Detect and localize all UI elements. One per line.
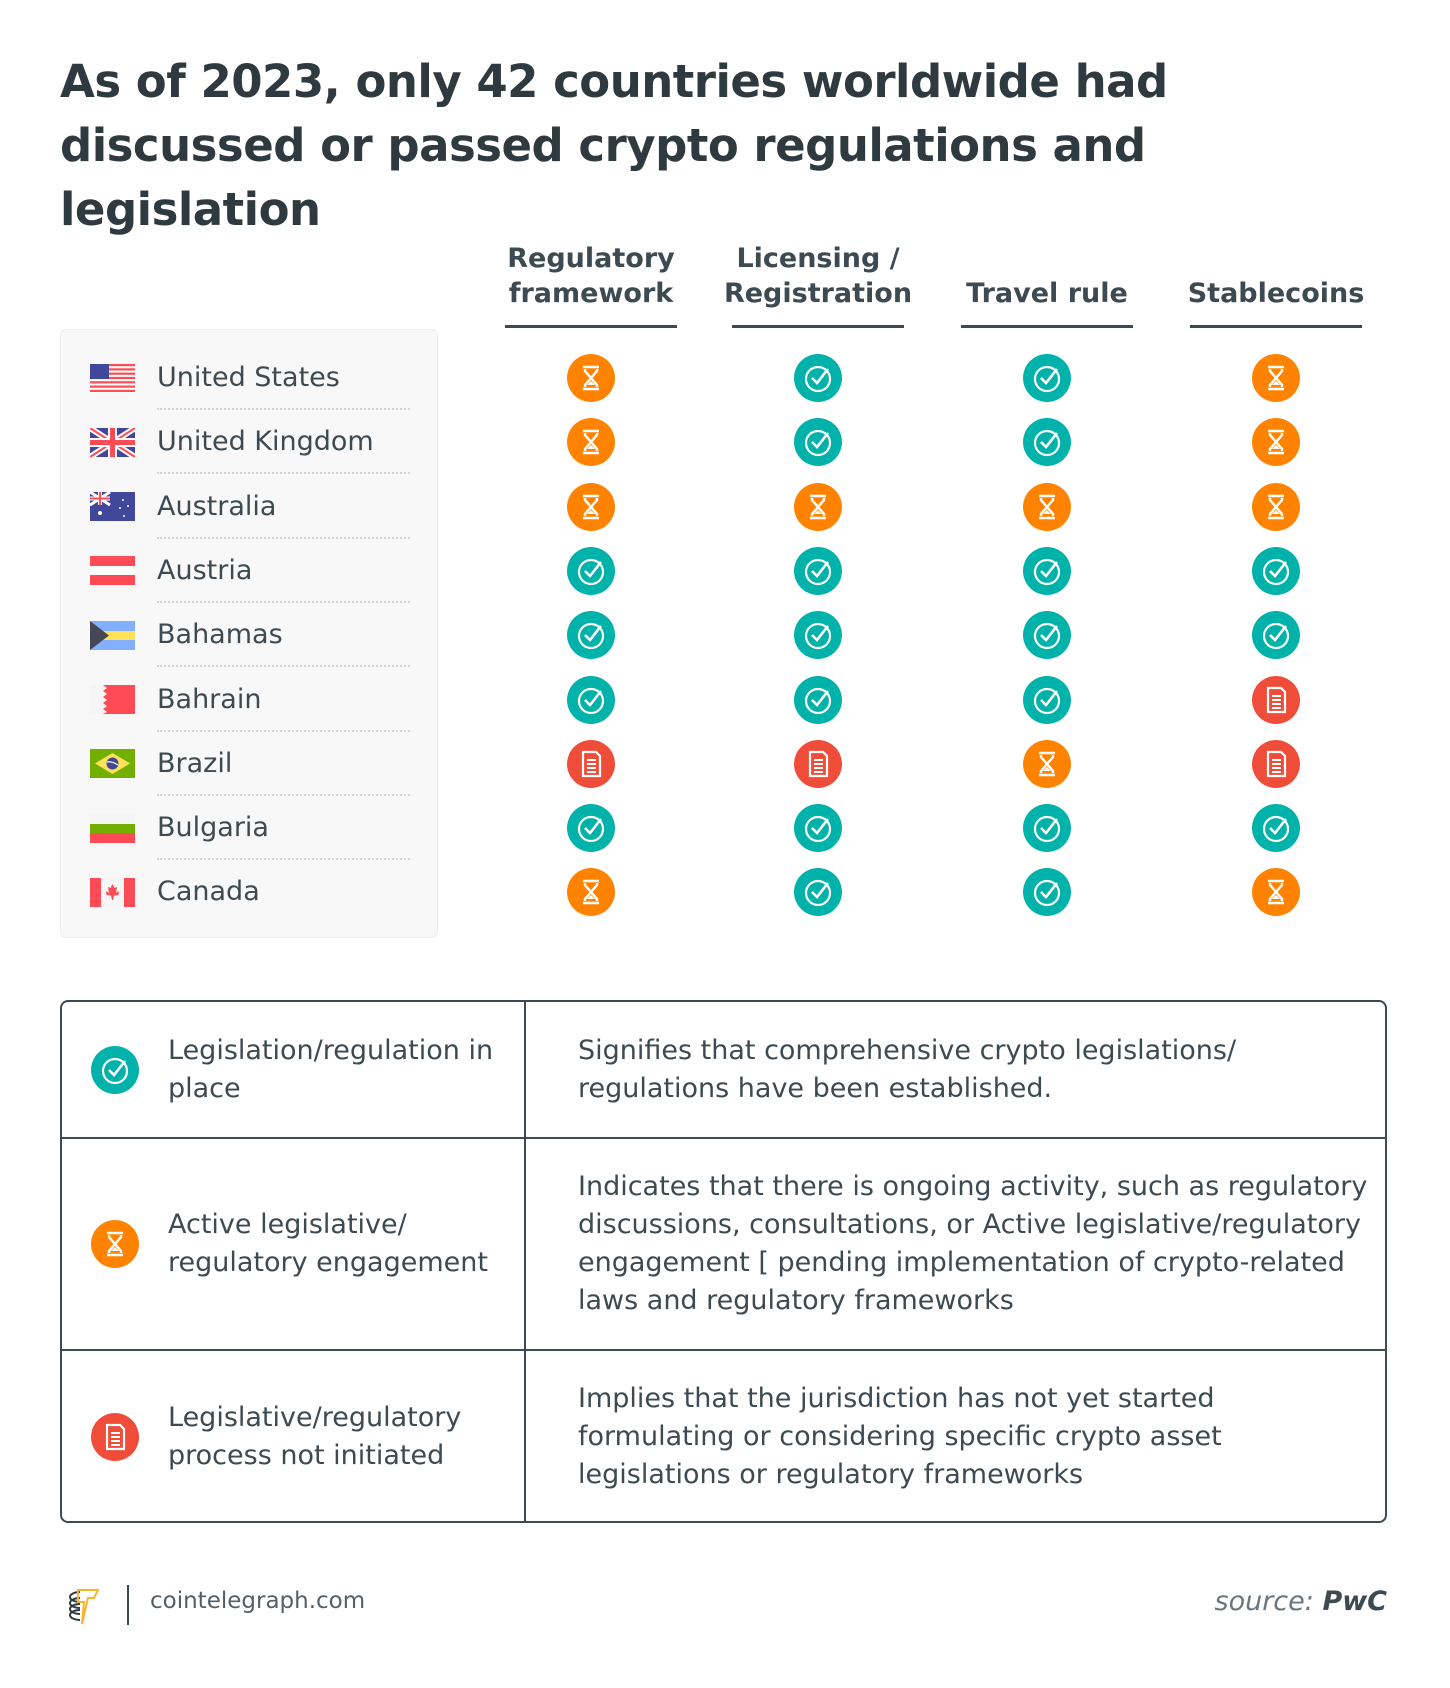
document-icon (1252, 739, 1300, 788)
column-header: Stablecoins (1188, 236, 1364, 328)
hourglass-icon (91, 1220, 139, 1268)
hourglass-icon (567, 418, 615, 467)
check-icon (91, 1045, 139, 1094)
check-icon (1252, 546, 1300, 595)
austria-flag-icon (90, 556, 135, 586)
bahrain-flag-icon (90, 685, 135, 714)
check-icon (794, 418, 842, 467)
hourglass-icon (1252, 482, 1300, 531)
country-name: Bahrain (157, 668, 410, 732)
country-row: Australia (90, 475, 410, 539)
document-icon (567, 739, 615, 788)
check-icon (794, 611, 842, 660)
check-icon (1023, 804, 1071, 853)
check-icon (1023, 611, 1071, 660)
country-name: Brazil (157, 732, 410, 796)
hourglass-icon (1252, 418, 1300, 467)
check-icon (794, 354, 842, 402)
check-icon (794, 675, 842, 724)
hourglass-icon (1023, 482, 1071, 531)
country-row: Canada (90, 860, 410, 924)
canada-flag-icon (90, 877, 135, 907)
source-prefix: source: (1214, 1586, 1314, 1617)
legend-description: Implies that the jurisdiction has not ye… (578, 1383, 1222, 1490)
hourglass-icon (1252, 354, 1300, 402)
source-name: PwC (1322, 1586, 1387, 1617)
country-name: Bahamas (157, 603, 410, 668)
bahamas-flag-icon (90, 620, 135, 650)
document-icon (794, 739, 842, 788)
hourglass-icon (1023, 739, 1071, 788)
australia-flag-icon (90, 492, 135, 522)
check-icon (1023, 675, 1071, 724)
country-row: Bahrain (90, 668, 410, 732)
site-link[interactable]: cointelegraph.com (150, 1588, 366, 1614)
legend-description: Indicates that there is ongoing activity… (578, 1171, 1368, 1316)
country-name: United Kingdom (157, 410, 410, 475)
check-icon (794, 804, 842, 853)
country-row: Bulgaria (90, 796, 410, 861)
cointelegraph-logo-icon (69, 1589, 100, 1625)
footer-divider (127, 1585, 129, 1625)
hourglass-icon (1252, 868, 1300, 917)
us-flag-icon (90, 363, 135, 393)
check-icon (1023, 868, 1071, 917)
country-name: Canada (157, 876, 260, 908)
legend-label: Legislative/regulatory process not initi… (168, 1402, 462, 1471)
legend-label: Legislation/regulation in place (168, 1034, 494, 1104)
check-icon (567, 675, 615, 724)
column-header: Licensing / Registration (724, 236, 912, 328)
country-row: United Kingdom (90, 410, 410, 475)
uk-flag-icon (90, 427, 135, 457)
check-icon (794, 868, 842, 917)
legend-row: Active legislative/ regulatory engagemen… (62, 1137, 1385, 1349)
legend-description: Signifies that comprehensive crypto legi… (578, 1034, 1237, 1104)
country-name: United States (157, 346, 410, 410)
hourglass-icon (567, 868, 615, 917)
hourglass-icon (567, 354, 615, 402)
check-icon (1023, 354, 1071, 402)
legend-table: Legislation/regulation in place Signifies… (60, 1000, 1387, 1523)
brazil-flag-icon (90, 749, 135, 779)
legend-divider (524, 1002, 526, 1521)
check-icon (1252, 611, 1300, 660)
hourglass-icon (567, 482, 615, 531)
check-icon (567, 804, 615, 853)
country-row: United States (90, 346, 410, 410)
legend-row: Legislation/regulation in place Signifies… (62, 1002, 1385, 1137)
hourglass-icon (794, 482, 842, 531)
check-icon (567, 611, 615, 660)
source-credit: source: PwC (1215, 1586, 1388, 1617)
column-header: Travel rule (961, 236, 1133, 328)
country-row: Bahamas (90, 603, 410, 668)
check-icon (1023, 546, 1071, 595)
country-name: Bulgaria (157, 796, 410, 861)
check-icon (567, 546, 615, 595)
document-icon (1252, 675, 1300, 724)
check-icon (1023, 418, 1071, 467)
page-title: As of 2023, only 42 countries worldwide … (60, 55, 1168, 236)
document-icon (91, 1413, 139, 1461)
bulgaria-flag-icon (90, 813, 135, 843)
country-row: Brazil (90, 732, 410, 796)
column-header: Regulatory framework (505, 236, 677, 328)
legend-row: Legislative/regulatory process not initi… (62, 1349, 1385, 1523)
country-name: Australia (157, 475, 410, 539)
country-name: Austria (157, 539, 410, 603)
check-icon (1252, 804, 1300, 853)
country-row: Austria (90, 539, 410, 603)
legend-label: Active legislative/ regulatory engagemen… (168, 1209, 488, 1278)
check-icon (794, 546, 842, 595)
